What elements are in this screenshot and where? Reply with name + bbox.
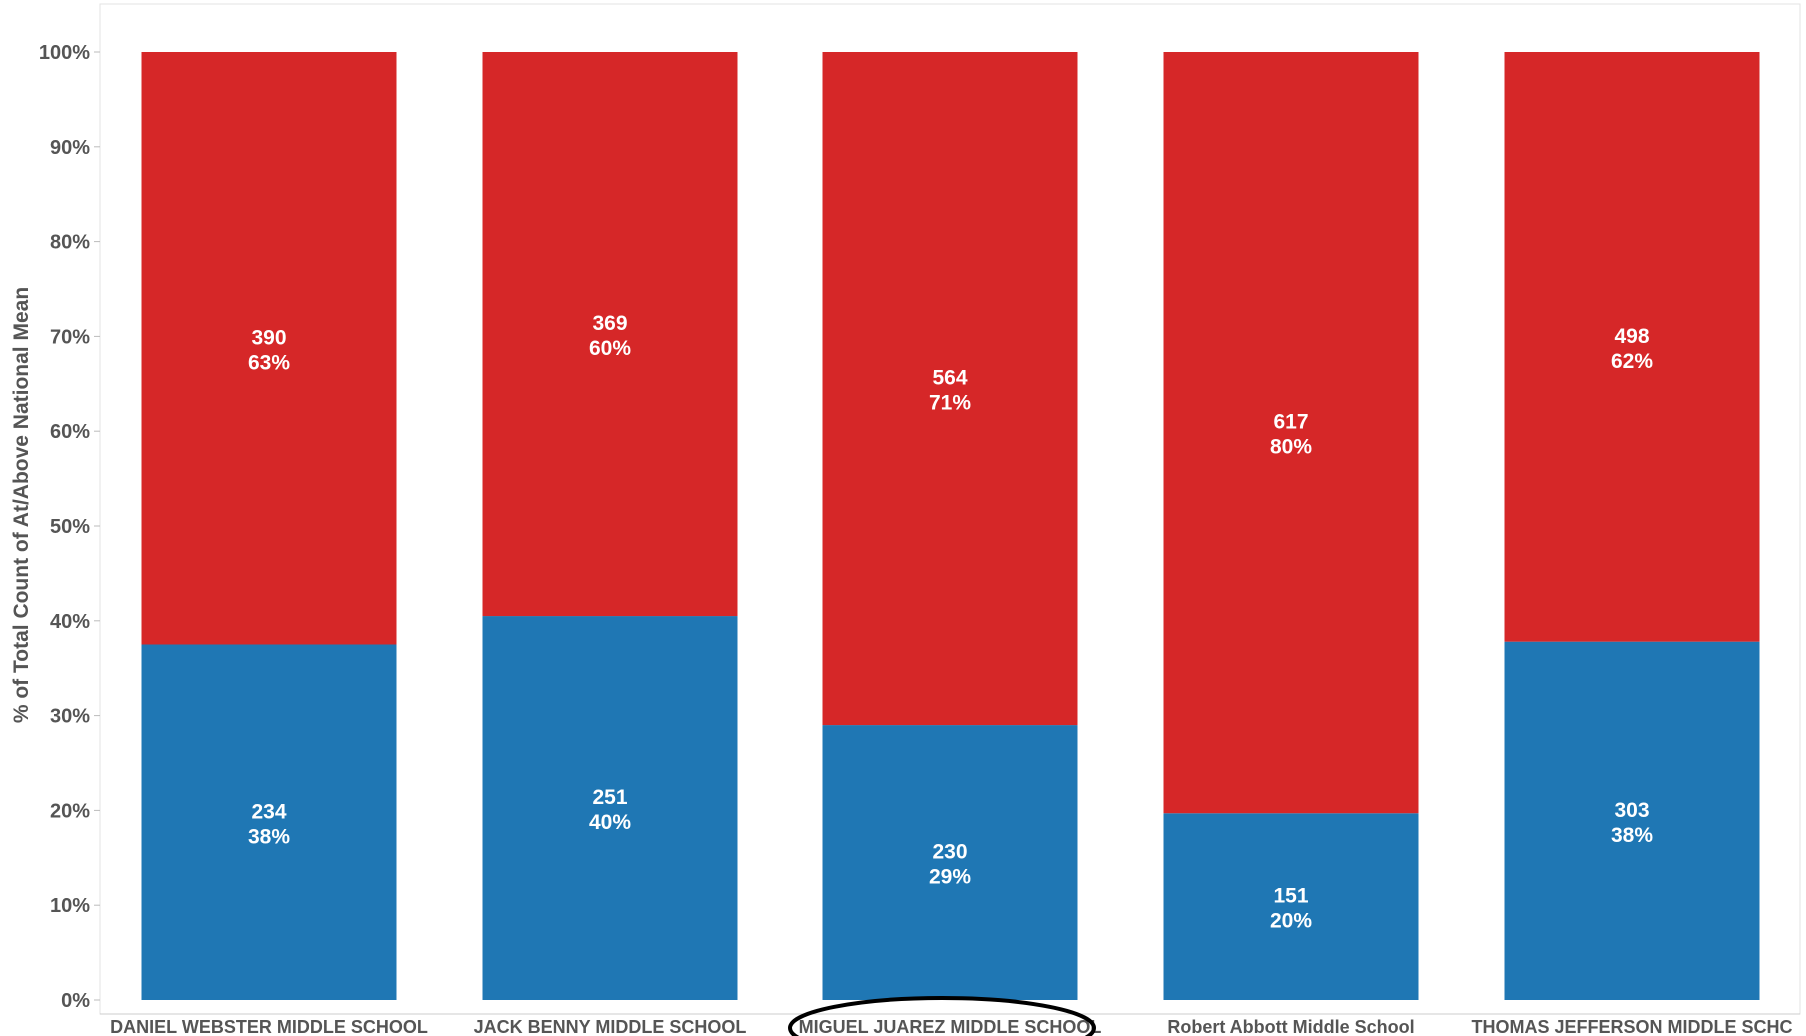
y-axis-title: % of Total Count of At/Above National Me… [10,287,33,723]
y-axis-ticks: 0% 10% 20% 30% 40% 50% 60% 70% 80% 90% 100% [39,42,100,1012]
bar-percent-label: 20% [1270,910,1312,933]
bar-count-label: 498 [1614,325,1649,348]
bar-count-label: 151 [1273,885,1308,908]
y-tick-label: 40% [50,611,90,633]
x-category-label: Robert Abbott Middle School [1167,1017,1414,1036]
bar-count-label: 234 [251,800,286,823]
bar-count-label: 390 [251,326,286,349]
bar-percent-label: 62% [1611,350,1653,373]
y-tick-label: 80% [50,232,90,254]
bar-percent-label: 80% [1270,436,1312,459]
bar-segment-at-above-mean [141,52,397,645]
bar-count-label: 230 [932,841,967,864]
bar-segment-below-mean [482,616,738,1000]
bar-count-label: 251 [592,786,627,809]
bar-percent-label: 38% [248,825,290,848]
bar-segment-at-above-mean [482,52,738,617]
bar-segment-at-above-mean [1163,52,1419,814]
bar-segment-below-mean [1163,813,1419,1000]
bar-count-label: 617 [1273,411,1308,434]
bar-segment-at-above-mean [1504,52,1760,642]
bars: 23438%39063%25140%36960%23029%56471%1512… [141,52,1760,1000]
y-tick-label: 100% [39,42,90,64]
bar-percent-label: 63% [248,351,290,374]
y-tick-label: 90% [50,137,90,159]
bar-segment-at-above-mean [822,52,1078,726]
bar-segment-below-mean [1504,641,1760,1000]
y-tick-label: 60% [50,421,90,443]
bar-percent-label: 71% [929,392,971,415]
bar-percent-label: 60% [589,337,631,360]
y-tick-label: 20% [50,800,90,822]
category-labels: DANIEL WEBSTER MIDDLE SCHOOL JACK BENNY M… [110,1017,1792,1036]
bar-count-label: 564 [932,367,967,390]
bar-segment-below-mean [822,725,1078,1000]
x-category-label: MIGUEL JUAREZ MIDDLE SCHOOL [799,1017,1102,1036]
y-tick-label: 70% [50,326,90,348]
y-tick-label: 0% [61,990,90,1012]
bar-percent-label: 40% [589,811,631,834]
bar-segment-below-mean [141,644,397,1000]
bar-percent-label: 38% [1611,824,1653,847]
bar-percent-label: 29% [929,866,971,889]
y-tick-label: 50% [50,516,90,538]
y-tick-label: 10% [50,895,90,917]
bar-count-label: 369 [592,312,627,335]
y-tick-label: 30% [50,706,90,728]
bar-count-label: 303 [1614,799,1649,822]
x-category-label: JACK BENNY MIDDLE SCHOOL [474,1017,747,1036]
highlight-ellipse [788,996,1096,1036]
x-category-label: DANIEL WEBSTER MIDDLE SCHOOL [110,1017,428,1036]
x-category-label: THOMAS JEFFERSON MIDDLE SCHC [1471,1017,1792,1036]
